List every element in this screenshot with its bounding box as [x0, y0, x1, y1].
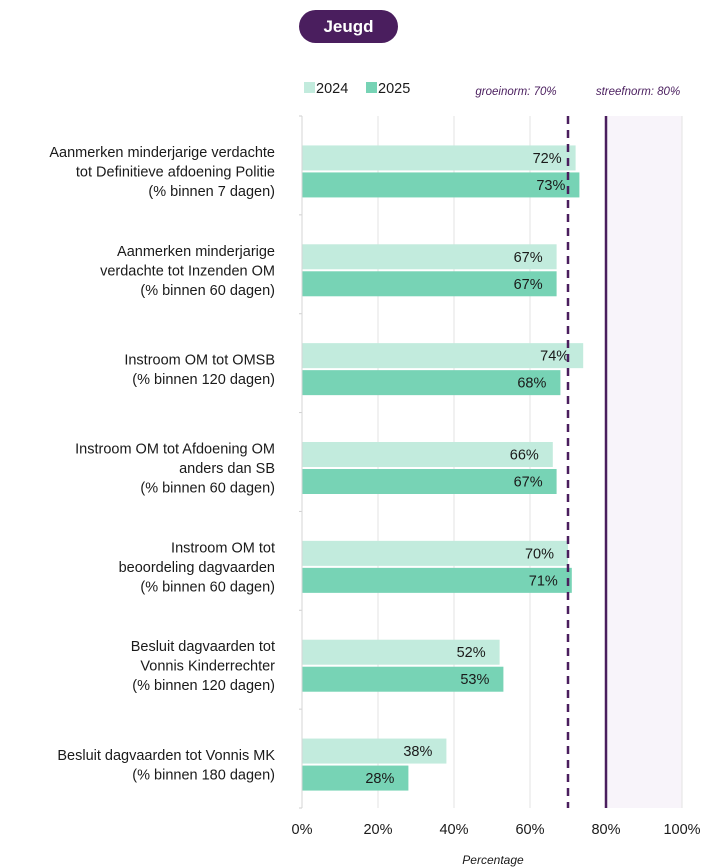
x-axis-title: Percentage [462, 853, 524, 867]
bar-2025 [302, 370, 561, 396]
data-label: 38% [403, 744, 432, 760]
category-label: (% binnen 60 dagen) [140, 579, 275, 595]
category-label: (% binnen 7 dagen) [148, 184, 275, 200]
legend-label-2025: 2025 [378, 81, 410, 97]
bar-2024 [302, 540, 568, 566]
category-label: Besluit dagvaarden tot Vonnis MK [57, 748, 275, 764]
x-tick-label: 0% [292, 822, 313, 838]
bar-2024 [302, 639, 500, 665]
bar-2024 [302, 343, 584, 369]
data-label: 67% [514, 475, 543, 491]
data-label: 67% [514, 277, 543, 293]
data-label: 72% [533, 151, 562, 167]
category-label: (% binnen 120 dagen) [132, 678, 275, 694]
section-badge: Jeugd [299, 10, 398, 43]
x-tick-label: 20% [363, 822, 392, 838]
x-tick-label: 60% [515, 822, 544, 838]
category-label: anders dan SB [179, 461, 275, 477]
bar-2025 [302, 172, 580, 198]
data-label: 53% [460, 672, 489, 688]
category-label: Aanmerken minderjarige [117, 244, 275, 260]
category-label: (% binnen 60 dagen) [140, 283, 275, 299]
category-label: (% binnen 120 dagen) [132, 372, 275, 388]
x-tick-label: 100% [663, 822, 700, 838]
data-label: 52% [457, 645, 486, 661]
category-label: Instroom OM tot [171, 540, 275, 556]
data-label: 70% [525, 546, 554, 562]
category-label: verdachte tot Inzenden OM [100, 263, 275, 279]
bar-2025 [302, 666, 504, 692]
category-label: (% binnen 60 dagen) [140, 481, 275, 497]
data-label: 66% [510, 448, 539, 464]
category-label: beoordeling dagvaarden [119, 560, 275, 576]
bar-2024 [302, 442, 553, 467]
data-label: 28% [365, 771, 394, 787]
category-label: Instroom OM tot OMSB [124, 352, 275, 368]
category-label: (% binnen 180 dagen) [132, 767, 275, 783]
data-label: 67% [514, 250, 543, 266]
legend-swatch-2025 [366, 82, 377, 93]
growth-norm-label: groeinorm: 70% [475, 86, 556, 98]
bar-2024 [302, 244, 557, 270]
category-label: Aanmerken minderjarige verdachte [49, 145, 275, 161]
category-label: Instroom OM tot Afdoening OM [75, 442, 275, 458]
legend-label-2024: 2024 [316, 81, 348, 97]
data-label: 68% [517, 376, 546, 392]
target-norm-label: streefnorm: 80% [596, 86, 680, 98]
x-tick-label: 40% [439, 822, 468, 838]
category-label: Besluit dagvaarden tot [131, 639, 275, 655]
bar-2025 [302, 469, 557, 494]
data-label: 73% [536, 178, 565, 194]
data-label: 71% [529, 573, 558, 589]
bar-2024 [302, 738, 447, 764]
legend-swatch-2024 [304, 82, 315, 93]
bar-2024 [302, 145, 576, 171]
category-label: tot Definitieve afdoening Politie [76, 164, 275, 180]
data-label: 74% [540, 349, 569, 365]
bar-2025 [302, 271, 557, 297]
bar-2025 [302, 765, 409, 791]
x-tick-label: 80% [591, 822, 620, 838]
target-zone-shading [606, 116, 682, 808]
bar-2025 [302, 567, 572, 593]
category-label: Vonnis Kinderrechter [140, 659, 275, 675]
